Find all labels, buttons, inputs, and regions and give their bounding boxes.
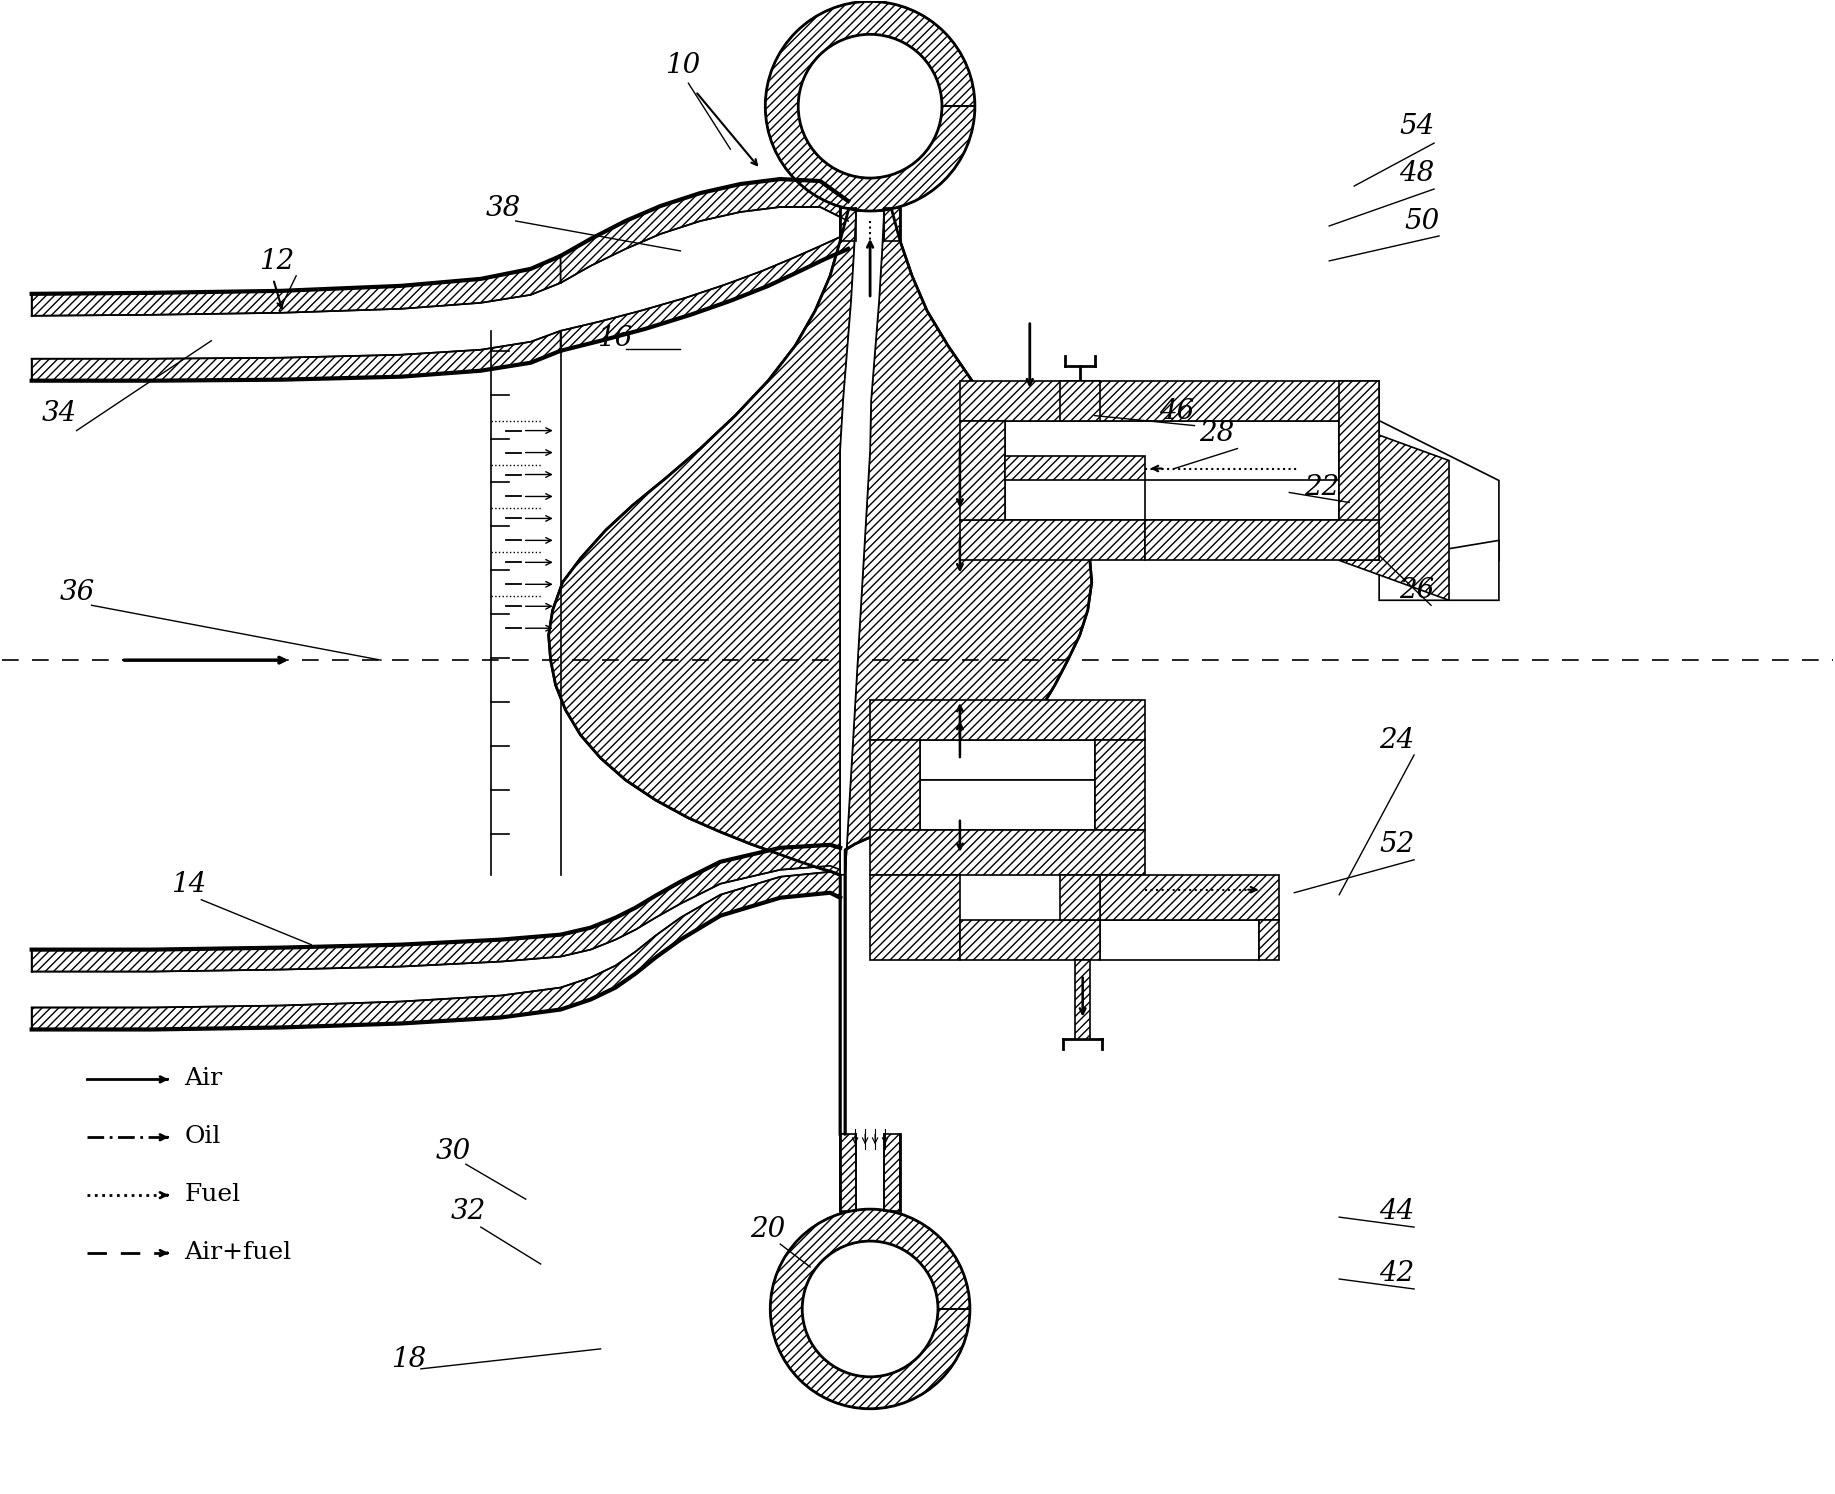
Polygon shape: [884, 208, 899, 241]
Polygon shape: [771, 1209, 971, 1409]
Polygon shape: [1145, 520, 1380, 560]
Polygon shape: [562, 179, 848, 282]
Polygon shape: [870, 875, 960, 959]
Polygon shape: [960, 520, 1145, 560]
Text: 28: 28: [1200, 420, 1235, 447]
Polygon shape: [1095, 740, 1145, 829]
Polygon shape: [549, 211, 1092, 1134]
Text: Air+fuel: Air+fuel: [184, 1242, 292, 1264]
Text: 44: 44: [1380, 1198, 1415, 1225]
Text: 54: 54: [1398, 114, 1435, 140]
Text: 32: 32: [451, 1198, 486, 1225]
Polygon shape: [1380, 541, 1499, 601]
Text: 20: 20: [751, 1216, 785, 1243]
Polygon shape: [1099, 875, 1279, 920]
Polygon shape: [1340, 381, 1380, 560]
Polygon shape: [919, 780, 1095, 829]
Polygon shape: [1075, 959, 1090, 1040]
Text: 10: 10: [666, 52, 701, 79]
Text: 12: 12: [259, 248, 294, 275]
Polygon shape: [960, 421, 1006, 520]
Text: 30: 30: [437, 1138, 472, 1165]
Text: 22: 22: [1305, 475, 1340, 502]
Polygon shape: [870, 829, 1145, 875]
Polygon shape: [846, 211, 1092, 1134]
Polygon shape: [1061, 381, 1099, 421]
Text: 14: 14: [171, 871, 207, 898]
Circle shape: [802, 1242, 938, 1377]
Text: 42: 42: [1380, 1259, 1415, 1286]
Polygon shape: [1006, 421, 1340, 520]
Text: 36: 36: [59, 580, 95, 607]
Text: 34: 34: [42, 399, 77, 427]
Text: Air: Air: [184, 1067, 222, 1091]
Polygon shape: [919, 740, 1095, 780]
Polygon shape: [1340, 421, 1450, 601]
Text: 48: 48: [1398, 160, 1435, 187]
Text: 18: 18: [391, 1346, 426, 1373]
Text: 52: 52: [1380, 831, 1415, 858]
Polygon shape: [562, 238, 848, 351]
Polygon shape: [31, 872, 840, 1029]
Polygon shape: [765, 1, 974, 211]
Polygon shape: [1099, 920, 1259, 959]
Polygon shape: [870, 740, 919, 829]
Text: 16: 16: [596, 324, 631, 351]
Text: 50: 50: [1404, 208, 1439, 235]
Polygon shape: [31, 844, 840, 971]
Text: 24: 24: [1380, 728, 1415, 754]
Polygon shape: [884, 1134, 899, 1212]
Text: Oil: Oil: [184, 1125, 220, 1149]
Text: 26: 26: [1398, 577, 1435, 604]
Text: 38: 38: [486, 196, 521, 223]
Polygon shape: [1145, 481, 1340, 520]
Polygon shape: [840, 211, 884, 875]
Polygon shape: [840, 1134, 857, 1212]
Circle shape: [798, 34, 941, 178]
Polygon shape: [840, 208, 857, 241]
Text: 46: 46: [1160, 397, 1195, 424]
Polygon shape: [1061, 875, 1099, 920]
Polygon shape: [1259, 920, 1279, 959]
Polygon shape: [31, 330, 562, 381]
Polygon shape: [31, 255, 562, 315]
Polygon shape: [1006, 456, 1145, 481]
Polygon shape: [960, 381, 1380, 421]
Text: Fuel: Fuel: [184, 1183, 240, 1206]
Polygon shape: [870, 701, 1145, 740]
Polygon shape: [549, 211, 857, 1134]
Polygon shape: [960, 920, 1099, 959]
Polygon shape: [1380, 421, 1499, 560]
